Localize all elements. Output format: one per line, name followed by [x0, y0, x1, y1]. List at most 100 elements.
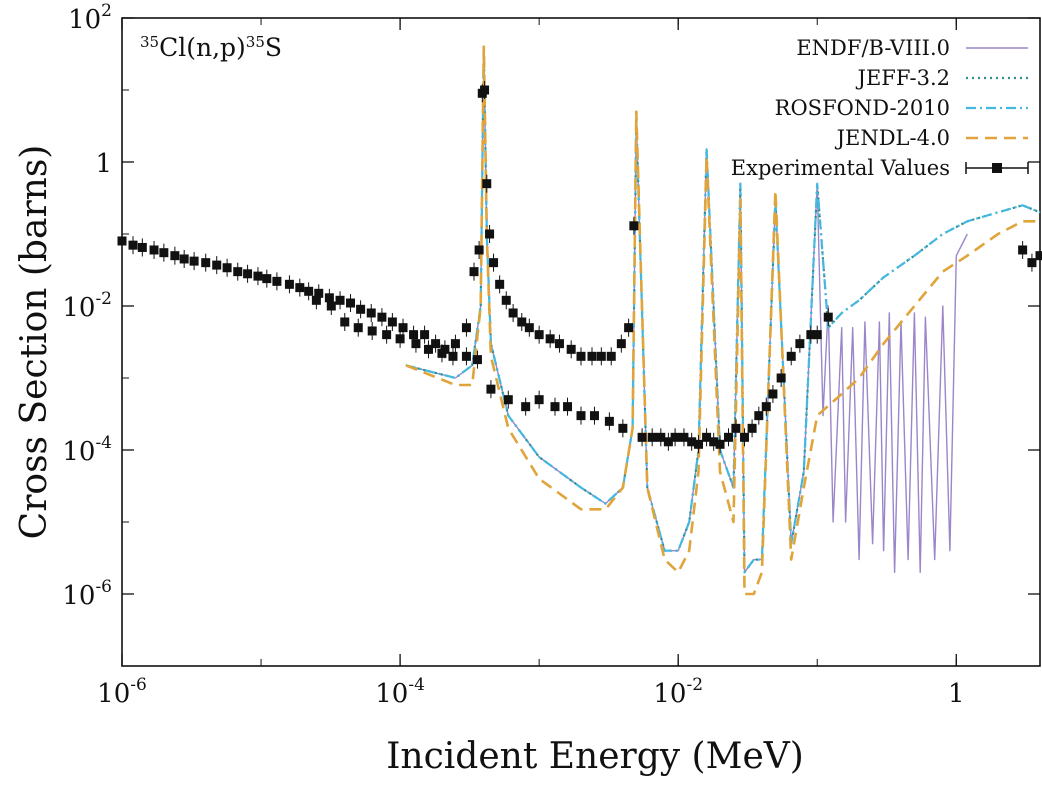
exp-point [356, 305, 365, 314]
x-tick-label: 10-6 [97, 675, 147, 709]
y-axis-title: Cross Section (barns) [14, 145, 55, 540]
y-tick-label: 10-4 [62, 433, 112, 467]
exp-point [787, 352, 796, 361]
exp-point [777, 374, 786, 383]
exp-point [731, 424, 740, 433]
exp-point [368, 326, 377, 335]
exp-point [480, 86, 489, 95]
legend-marker [992, 163, 1002, 173]
exp-point [262, 274, 271, 283]
exp-point [748, 424, 757, 433]
exp-point [409, 330, 418, 339]
exp-point [272, 277, 281, 286]
y-tick-label: 102 [68, 1, 112, 35]
exp-point [243, 269, 252, 278]
legend-label-3: JENDL-4.0 [835, 126, 950, 150]
legend-label-0: ENDF/B-VIII.0 [796, 36, 950, 60]
y-tick-label: 10-2 [62, 289, 112, 323]
exp-point [340, 317, 349, 326]
x-tick-label: 10-4 [375, 675, 425, 709]
exp-point [590, 411, 599, 420]
exp-point [754, 411, 763, 420]
exp-point [588, 352, 597, 361]
exp-point [546, 334, 555, 343]
legend-label-4: Experimental Values [731, 156, 950, 180]
exp-point [382, 330, 391, 339]
exp-point [336, 296, 345, 305]
exp-point [475, 245, 484, 254]
exp-point [388, 317, 397, 326]
exp-point [740, 433, 749, 442]
exp-point [420, 330, 429, 339]
exp-point [451, 339, 460, 348]
exp-point [577, 352, 586, 361]
exp-point [638, 433, 647, 442]
exp-point [824, 313, 833, 322]
exp-point [1036, 251, 1042, 260]
exp-point [1018, 245, 1027, 254]
exp-point [486, 385, 495, 394]
exp-point [605, 417, 614, 426]
exp-point [550, 402, 559, 411]
exp-point [521, 402, 530, 411]
exp-point [617, 339, 626, 348]
exp-point [694, 440, 703, 449]
exp-point [285, 280, 294, 289]
x-tick-label: 1 [948, 679, 965, 709]
exp-point [795, 339, 804, 348]
exp-point [377, 313, 386, 322]
exp-point [607, 352, 616, 361]
exp-point [724, 433, 733, 442]
exp-point [437, 349, 446, 358]
exp-point [485, 230, 494, 239]
exp-point [118, 236, 127, 245]
exp-point [502, 296, 511, 305]
exp-point [535, 330, 544, 339]
exp-point [138, 243, 147, 252]
exp-point [253, 272, 262, 281]
x-axis-title: Incident Energy (MeV) [386, 736, 804, 777]
exp-point [624, 323, 633, 332]
exp-point [312, 296, 321, 305]
exp-point [233, 267, 242, 276]
exp-point [396, 334, 405, 343]
exp-point [618, 424, 627, 433]
y-tick-label: 10-6 [62, 577, 112, 611]
exp-point [495, 280, 504, 289]
exp-point [170, 251, 179, 260]
exp-point [159, 248, 168, 257]
exp-point [473, 355, 482, 364]
exp-point [577, 411, 586, 420]
exp-point [462, 323, 471, 332]
exp-point [424, 345, 433, 354]
exp-point [671, 433, 680, 442]
exp-point [525, 323, 534, 332]
exp-point [563, 402, 572, 411]
exp-point [535, 395, 544, 404]
exp-point [201, 258, 210, 267]
exp-point [762, 402, 771, 411]
exp-point [504, 395, 513, 404]
exp-point [648, 433, 657, 442]
exp-point [212, 261, 221, 270]
exp-point [150, 245, 159, 254]
exp-point [448, 352, 457, 361]
exp-point [129, 241, 138, 250]
exp-point [190, 257, 199, 266]
legend-label-2: ROSFOND-2010 [775, 96, 950, 120]
exp-point [295, 283, 304, 292]
legend-label-1: JEFF-3.2 [856, 66, 950, 90]
exp-point [367, 308, 376, 317]
exp-point [411, 339, 420, 348]
exp-point [304, 287, 313, 296]
exp-point [629, 221, 638, 230]
x-tick-label: 10-2 [653, 675, 703, 709]
exp-point [462, 352, 471, 361]
exp-point [354, 323, 363, 332]
exp-point [180, 254, 189, 263]
exp-point [509, 308, 518, 317]
exp-point [469, 267, 478, 276]
exp-point [482, 179, 491, 188]
